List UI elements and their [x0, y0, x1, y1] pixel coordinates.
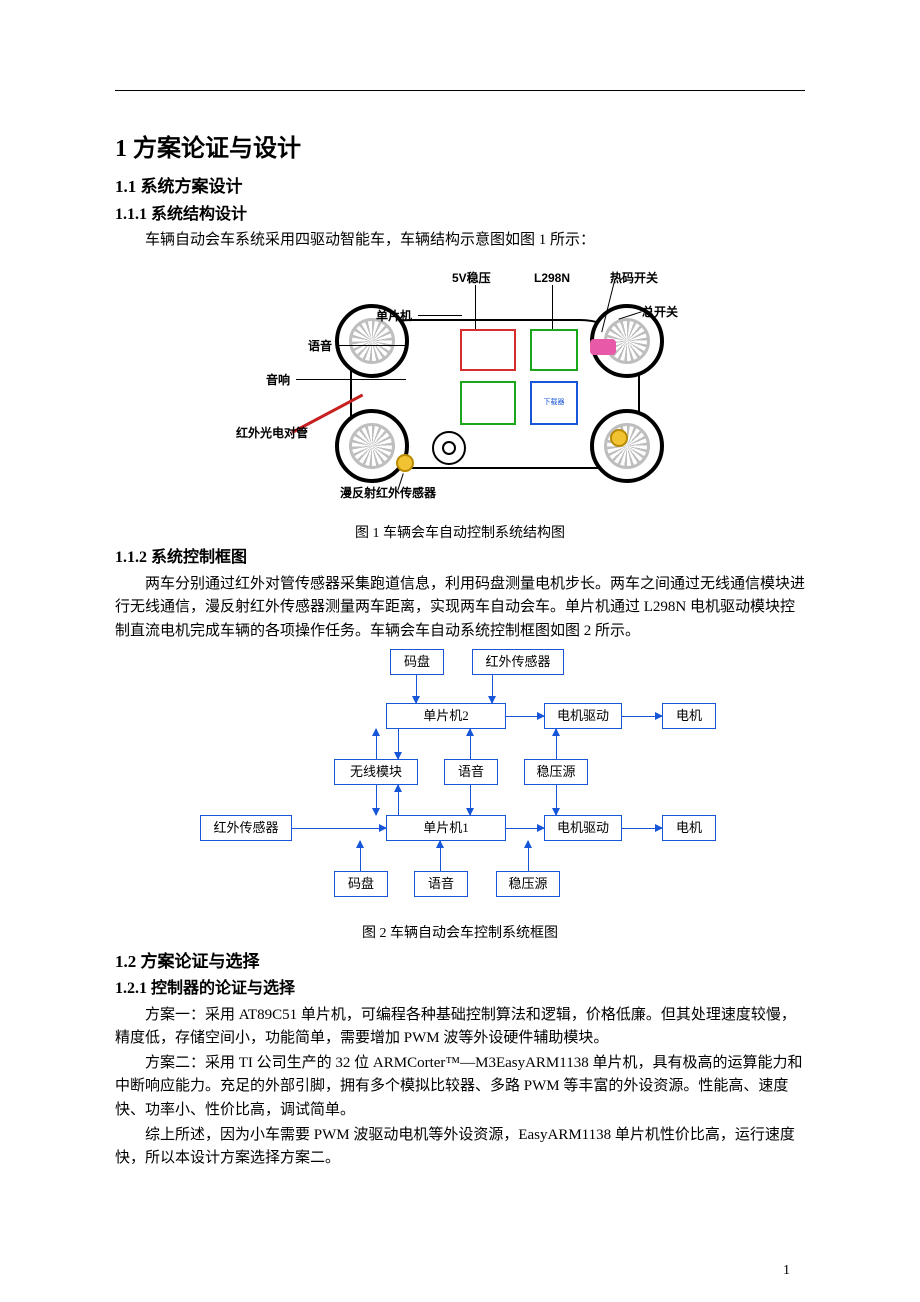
wheel-rear-left — [335, 409, 409, 483]
figure-2-canvas: 码盘红外传感器单片机2电机驱动电机无线模块语音稳压源红外传感器单片机1电机驱动电… — [200, 649, 720, 919]
arrow — [398, 785, 399, 815]
lbl-speaker: 音响 — [266, 371, 290, 390]
arrow — [376, 729, 377, 759]
para-conclusion: 综上所述，因为小车需要 PWM 波驱动电机等外设资源，EasyARM1138 单… — [115, 1124, 805, 1171]
arrow — [622, 716, 662, 717]
arrow — [506, 828, 544, 829]
node-n_ir1: 红外传感器 — [472, 649, 564, 675]
node-n_mcu1: 单片机1 — [386, 815, 506, 841]
figure-1-canvas: 下载器 5V稳压 L298N 热码开关 单片机 总开关 语音 音响 红外光电对管… — [230, 259, 690, 519]
encoder-disc — [432, 431, 466, 465]
diffuse-sensor-side — [610, 429, 628, 447]
node-n_disk2: 码盘 — [334, 871, 388, 897]
page-top-rule — [115, 90, 805, 91]
arrow — [556, 729, 557, 759]
wheel-rear-right — [590, 409, 664, 483]
arrow — [292, 828, 386, 829]
para-plan-1: 方案一：采用 AT89C51 单片机，可编程各种基础控制算法和逻辑，价格低廉。但… — [115, 1004, 805, 1051]
node-n_mot2: 电机 — [662, 815, 716, 841]
arrow — [376, 785, 377, 815]
arrow — [556, 785, 557, 815]
node-n_vreg2: 稳压源 — [496, 871, 560, 897]
section-1-2-title: 1.2 方案论证与选择 — [115, 949, 805, 975]
figure-2: 码盘红外传感器单片机2电机驱动电机无线模块语音稳压源红外传感器单片机1电机驱动电… — [115, 649, 805, 919]
arrow — [360, 841, 361, 871]
section-1-1-1-title: 1.1.1 系统结构设计 — [115, 203, 805, 228]
lbl-5v: 5V稳压 — [452, 269, 491, 288]
chip-downloader-label: 下载器 — [532, 383, 576, 408]
chip-mcu — [460, 329, 516, 371]
figure-1: 下载器 5V稳压 L298N 热码开关 单片机 总开关 语音 音响 红外光电对管… — [115, 259, 805, 519]
node-n_voice2: 语音 — [414, 871, 468, 897]
lead-5v — [475, 285, 476, 329]
node-n_mcu2: 单片机2 — [386, 703, 506, 729]
page-number: 1 — [783, 1260, 790, 1282]
chip-downloader: 下载器 — [530, 381, 578, 425]
para-1-1-1: 车辆自动会车系统采用四驱动智能车，车辆结构示意图如图 1 所示： — [115, 229, 805, 252]
lbl-ir-tube: 红外光电对管 — [236, 427, 286, 440]
node-n_drv1: 电机驱动 — [544, 703, 622, 729]
arrow — [492, 675, 493, 703]
lbl-mcu: 单片机 — [376, 307, 412, 326]
arrow — [622, 828, 662, 829]
chip-center — [460, 381, 516, 425]
section-1-title: 1 方案论证与设计 — [115, 131, 805, 168]
chip-l298n — [530, 329, 578, 371]
lead-speaker — [296, 379, 406, 380]
lead-voice — [338, 345, 408, 346]
lead-l298n — [552, 285, 553, 329]
arrow — [470, 729, 471, 759]
figure-2-caption: 图 2 车辆自动会车控制系统框图 — [115, 923, 805, 945]
section-1-2-1-title: 1.2.1 控制器的论证与选择 — [115, 977, 805, 1002]
arrow — [506, 716, 544, 717]
node-n_drv2: 电机驱动 — [544, 815, 622, 841]
lbl-diffuse: 漫反射红外传感器 — [340, 487, 420, 500]
arrow — [440, 841, 441, 871]
arrow — [416, 675, 417, 703]
para-1-1-2: 两车分别通过红外对管传感器采集跑道信息，利用码盘测量电机步长。两车之间通过无线通… — [115, 573, 805, 643]
node-n_voice: 语音 — [444, 759, 498, 785]
node-n_vreg1: 稳压源 — [524, 759, 588, 785]
node-n_disk1: 码盘 — [390, 649, 444, 675]
lbl-voice: 语音 — [308, 337, 332, 356]
section-1-1-2-title: 1.1.2 系统控制框图 — [115, 546, 805, 571]
para-plan-2: 方案二：采用 TI 公司生产的 32 位 ARMCorter™—M3EasyAR… — [115, 1052, 805, 1122]
arrow — [528, 841, 529, 871]
lbl-switch: 总开关 — [642, 303, 678, 322]
lead-mcu — [418, 315, 462, 316]
switch-block — [590, 339, 616, 355]
diffuse-sensor-front — [396, 454, 414, 472]
lbl-hot: 热码开关 — [610, 269, 658, 288]
node-n_wl: 无线模块 — [334, 759, 418, 785]
figure-1-caption: 图 1 车辆会车自动控制系统结构图 — [115, 523, 805, 545]
arrow — [470, 785, 471, 815]
node-n_ir2: 红外传感器 — [200, 815, 292, 841]
node-n_mot1: 电机 — [662, 703, 716, 729]
arrow — [398, 729, 399, 759]
section-1-1-title: 1.1 系统方案设计 — [115, 174, 805, 200]
